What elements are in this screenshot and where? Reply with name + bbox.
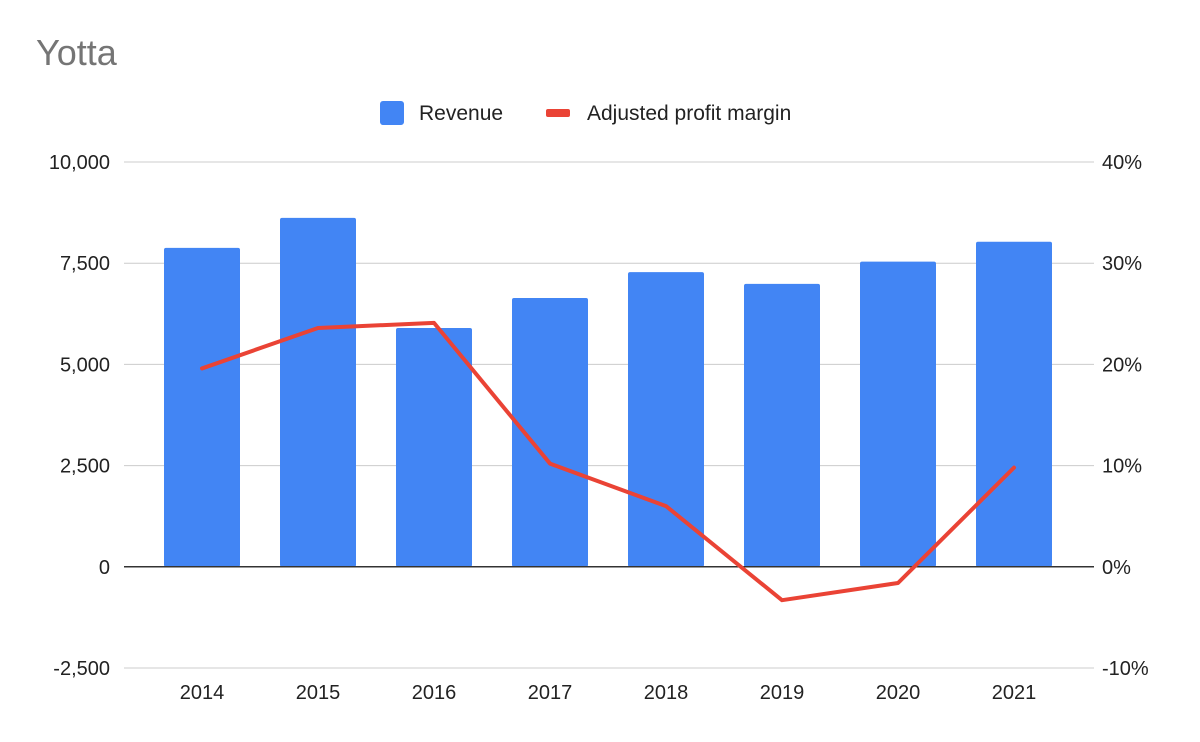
- y-left-tick-label: 2,500: [60, 456, 110, 478]
- y-right-tick-label: 40%: [1102, 152, 1142, 174]
- x-tick-label: 2021: [992, 682, 1037, 704]
- y-right-tick-label: 10%: [1102, 456, 1142, 478]
- legend-swatch-revenue: [380, 101, 404, 125]
- y-left-tick-label: 7,500: [60, 253, 110, 275]
- x-tick-label: 2019: [760, 682, 805, 704]
- y-left-tick-label: 5,000: [60, 354, 110, 376]
- x-tick-label: 2014: [180, 682, 225, 704]
- bar-revenue: [744, 283, 820, 567]
- chart-title: Yotta: [36, 32, 117, 73]
- y-right-tick-label: 0%: [1102, 557, 1131, 579]
- bar-revenue: [164, 247, 240, 567]
- x-tick-label: 2020: [876, 682, 921, 704]
- y-left-tick-label: -2,500: [53, 658, 110, 680]
- bar-revenue: [628, 272, 704, 567]
- y-left-tick-label: 0: [99, 557, 110, 579]
- bar-revenue: [512, 298, 588, 567]
- legend-swatch-adjusted-profit-margin: [546, 109, 570, 117]
- x-tick-label: 2015: [296, 682, 341, 704]
- bar-revenue: [396, 327, 472, 567]
- bar-revenue: [976, 241, 1052, 567]
- y-right-tick-label: 30%: [1102, 253, 1142, 275]
- y-right-tick-label: -10%: [1102, 658, 1149, 680]
- y-right-tick-label: 20%: [1102, 354, 1142, 376]
- legend-label-adjusted-profit-margin: Adjusted profit margin: [587, 102, 791, 125]
- bar-revenue: [860, 261, 936, 567]
- x-tick-label: 2018: [644, 682, 689, 704]
- legend-label-revenue: Revenue: [419, 102, 503, 125]
- line-adjusted-profit-margin: [200, 320, 1016, 603]
- bar-revenue: [280, 217, 356, 567]
- y-left-tick-label: 10,000: [49, 152, 110, 174]
- x-tick-label: 2016: [412, 682, 457, 704]
- x-tick-label: 2017: [528, 682, 573, 704]
